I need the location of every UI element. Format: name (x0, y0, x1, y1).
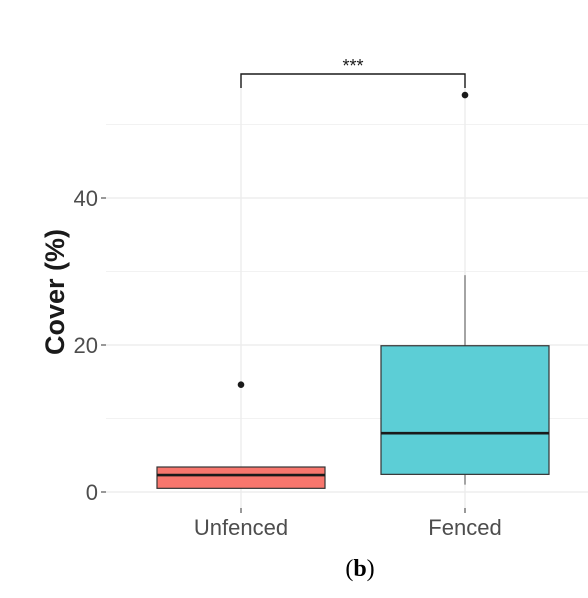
y-axis-label: Cover (%) (40, 229, 70, 355)
caption-open-paren: ( (345, 556, 354, 582)
box-iqr (380, 345, 550, 475)
x-axis: Unfenced Fenced (194, 508, 502, 540)
outlier-point (237, 381, 245, 388)
bracket-line (240, 73, 466, 88)
x-tick-label: Unfenced (194, 515, 288, 540)
boxes (156, 91, 550, 489)
outlier-point (461, 91, 469, 99)
significance-stars: *** (342, 56, 363, 76)
y-tick-label: 0 (86, 480, 98, 505)
y-tick-label: 40 (74, 186, 98, 211)
grid-lines (106, 80, 588, 508)
box-iqr (156, 466, 326, 489)
y-axis: 0 20 40 (74, 186, 106, 505)
box-plot: 0 20 40 Unfenced Fenced *** Cover (%) (40, 56, 588, 540)
figure-caption: (b) (0, 556, 588, 583)
caption-close-paren: ) (366, 556, 375, 582)
significance-bracket: *** (240, 56, 466, 88)
x-tick-label: Fenced (428, 515, 501, 540)
caption-label: b (353, 556, 367, 582)
y-tick-label: 20 (74, 333, 98, 358)
